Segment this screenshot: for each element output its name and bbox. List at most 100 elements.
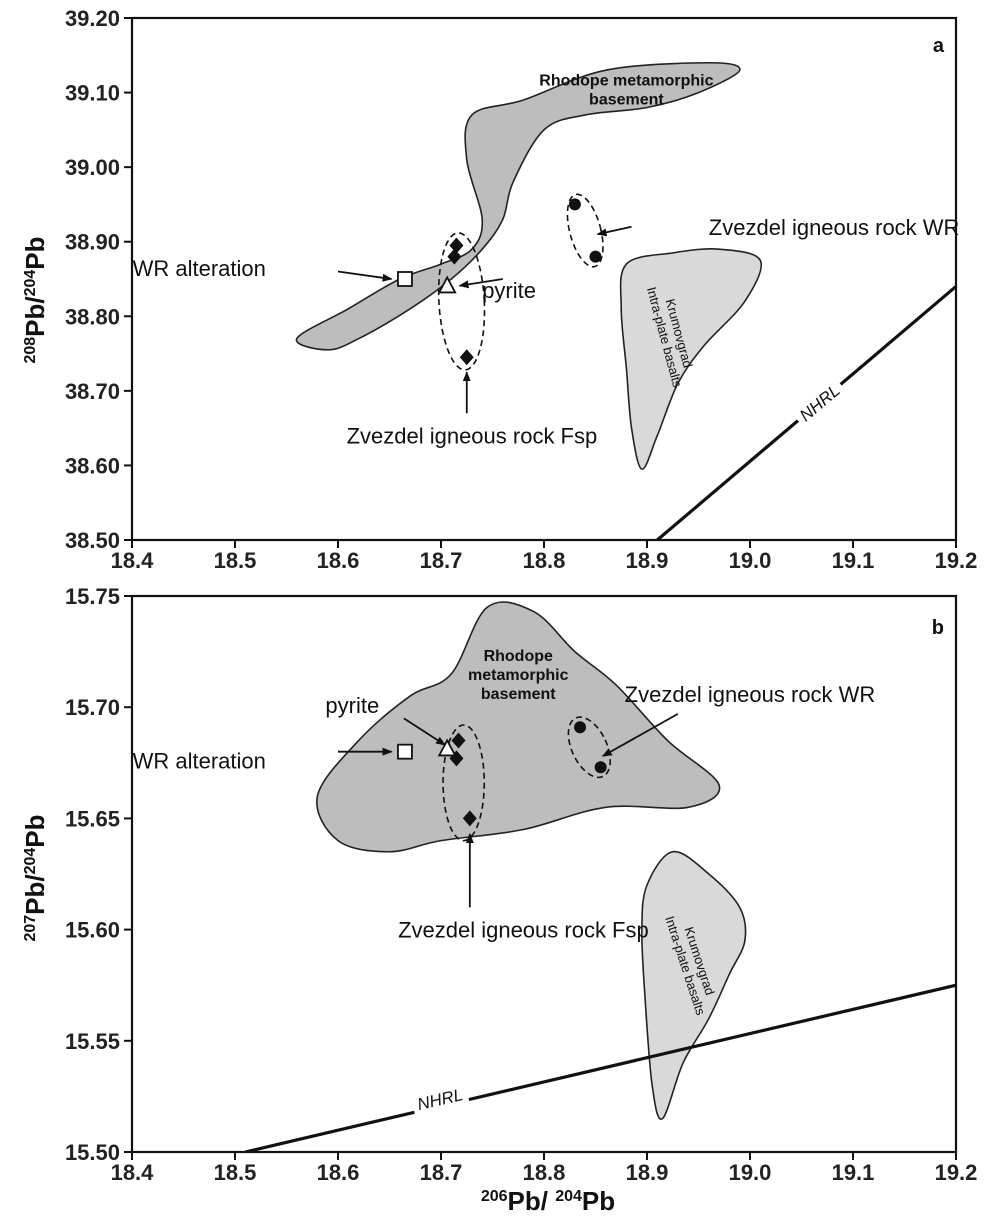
y-tick-label: 15.70 [65, 695, 120, 720]
x-axis-title-base: Pb [582, 1186, 615, 1216]
y-tick-label: 38.80 [65, 304, 120, 329]
y-axis-title-text: 207Pb/204Pb [20, 814, 50, 941]
region-label-rhodope: basement [481, 686, 556, 703]
y-tick-label: 15.55 [65, 1029, 120, 1054]
annotation-zvezdel-igneous-rock-fsp: Zvezdel igneous rock Fsp [398, 918, 649, 943]
x-tick-label: 18.7 [420, 1160, 463, 1185]
ellipse-zvezdel-igneous-rock-fsp [437, 232, 486, 371]
region-label-rhodope: Rhodope [484, 648, 553, 665]
point-wr-alteration [397, 271, 413, 287]
point-zvezdel-igneous-rock-fsp [462, 810, 477, 827]
x-tick-label: 18.9 [626, 548, 669, 573]
x-tick-label: 18.5 [214, 548, 257, 573]
y-axis-title-sup: 208 [22, 337, 39, 364]
region-label-rhodope: Rhodope metamorphic [539, 72, 713, 89]
y-axis-title: 207Pb/204Pb [20, 814, 50, 941]
x-tick-label: 19.1 [832, 548, 875, 573]
annotation-arrow-zvezdel-igneous-rock-wr [596, 225, 632, 237]
x-tick-label: 18.4 [111, 1160, 155, 1185]
y-axis-title-text: 208Pb/204Pb [20, 236, 50, 363]
x-tick-label: 19.1 [832, 1160, 875, 1185]
y-tick-label: 15.50 [65, 1140, 120, 1165]
y-axis-title-base: Pb [20, 814, 50, 847]
annotation-pyrite: pyrite [482, 278, 536, 303]
point-zvezdel-igneous-rock-fsp [459, 349, 474, 366]
x-tick-label: 18.6 [317, 548, 360, 573]
annotation-wr-alteration: WR alteration [133, 749, 266, 774]
y-axis-title-base: Pb/ [20, 296, 50, 336]
y-tick-label: 39.10 [65, 81, 120, 106]
nhrl-label-bg [791, 376, 848, 429]
x-tick-label: 18.5 [214, 1160, 257, 1185]
y-tick-label: 39.20 [65, 6, 120, 31]
annotation-pyrite: pyrite [325, 693, 379, 718]
ellipse-zvezdel-igneous-rock-wr [566, 193, 604, 268]
y-tick-label: 39.00 [65, 155, 120, 180]
x-tick-label: 18.8 [523, 1160, 566, 1185]
point-zvezdel-igneous-rock-wr [574, 721, 587, 734]
y-tick-label: 38.90 [65, 230, 120, 255]
nhrl-line [244, 983, 956, 1152]
annotation-zvezdel-igneous-rock-wr: Zvezdel igneous rock WR [625, 682, 876, 707]
x-tick-label: 18.7 [420, 548, 463, 573]
annotation-arrow-pyrite [458, 278, 503, 289]
x-tick-label: 18.4 [111, 548, 155, 573]
region-label-rhodope: metamorphic [468, 667, 569, 684]
region-rhodope-metamorphic-basement [316, 601, 721, 853]
y-axis-title-sup: 204 [22, 270, 39, 297]
point-zvezdel-igneous-rock-wr [594, 761, 607, 774]
nhrl-label: NHRL [415, 1085, 464, 1114]
y-axis-title: 208Pb/204Pb [20, 236, 50, 363]
y-axis-title-sup: 204 [22, 848, 39, 875]
plot-area [295, 61, 956, 540]
annotation-arrow-zvezdel-igneous-rock-wr [601, 713, 679, 757]
panel-letter: a [933, 35, 945, 57]
y-tick-label: 15.65 [65, 806, 120, 831]
x-axis-title-base: Pb/ [508, 1186, 556, 1216]
point-pyrite [437, 738, 457, 757]
nhrl-label-group: NHRL [410, 1083, 470, 1116]
point-wr-alteration [397, 743, 413, 760]
x-tick-label: 19.0 [729, 1160, 772, 1185]
point-zvezdel-igneous-rock-fsp [449, 237, 464, 254]
annotation-arrow-wr-alteration [337, 270, 393, 282]
x-tick-label: 19.2 [935, 1160, 978, 1185]
panel-letter: b [932, 617, 944, 639]
panel-a: Rhodope metamorphicbasementKrumovgradInt… [20, 6, 977, 573]
annotation-zvezdel-igneous-rock-wr: Zvezdel igneous rock WR [709, 215, 960, 240]
annotation-wr-alteration: WR alteration [133, 256, 266, 281]
region-krumovgrad-intra-plate-basalts [619, 248, 763, 470]
point-pyrite [437, 275, 457, 294]
annotation-zvezdel-igneous-rock-fsp: Zvezdel igneous rock Fsp [347, 424, 598, 449]
y-tick-label: 38.60 [65, 453, 120, 478]
x-axis-title: 206Pb/ 204Pb [481, 1186, 615, 1216]
x-axis-title-sup: 206 [481, 1188, 508, 1205]
x-tick-label: 18.9 [626, 1160, 669, 1185]
annotation-arrow-pyrite [403, 717, 446, 746]
y-axis-title-base: Pb/ [20, 874, 50, 914]
y-axis-title-sup: 207 [22, 915, 39, 942]
y-tick-label: 15.75 [65, 584, 120, 609]
point-zvezdel-igneous-rock-fsp [451, 732, 466, 749]
ellipse-zvezdel-igneous-rock-fsp [442, 724, 486, 842]
ellipse-zvezdel-igneous-rock-wr [567, 716, 612, 779]
x-tick-label: 18.6 [317, 1160, 360, 1185]
y-tick-label: 15.60 [65, 918, 120, 943]
y-tick-label: 38.50 [65, 528, 120, 553]
nhrl-label-bg [410, 1083, 470, 1116]
plot-area [244, 601, 956, 1152]
region-label-rhodope: basement [589, 91, 664, 108]
nhrl-label-group: NHRL [791, 376, 848, 429]
point-zvezdel-igneous-rock-wr [589, 250, 602, 263]
x-tick-label: 19.0 [729, 548, 772, 573]
y-tick-label: 38.70 [65, 379, 120, 404]
point-zvezdel-igneous-rock-fsp [447, 248, 462, 265]
y-axis-title-base: Pb [20, 236, 50, 269]
x-axis-title-sup: 204 [555, 1188, 582, 1205]
x-tick-label: 19.2 [935, 548, 978, 573]
nhrl-label: NHRL [796, 381, 844, 425]
point-zvezdel-igneous-rock-wr [568, 198, 581, 211]
panel-b: Rhodope metamorphic basement KrumovgradIntr… [20, 584, 977, 1216]
